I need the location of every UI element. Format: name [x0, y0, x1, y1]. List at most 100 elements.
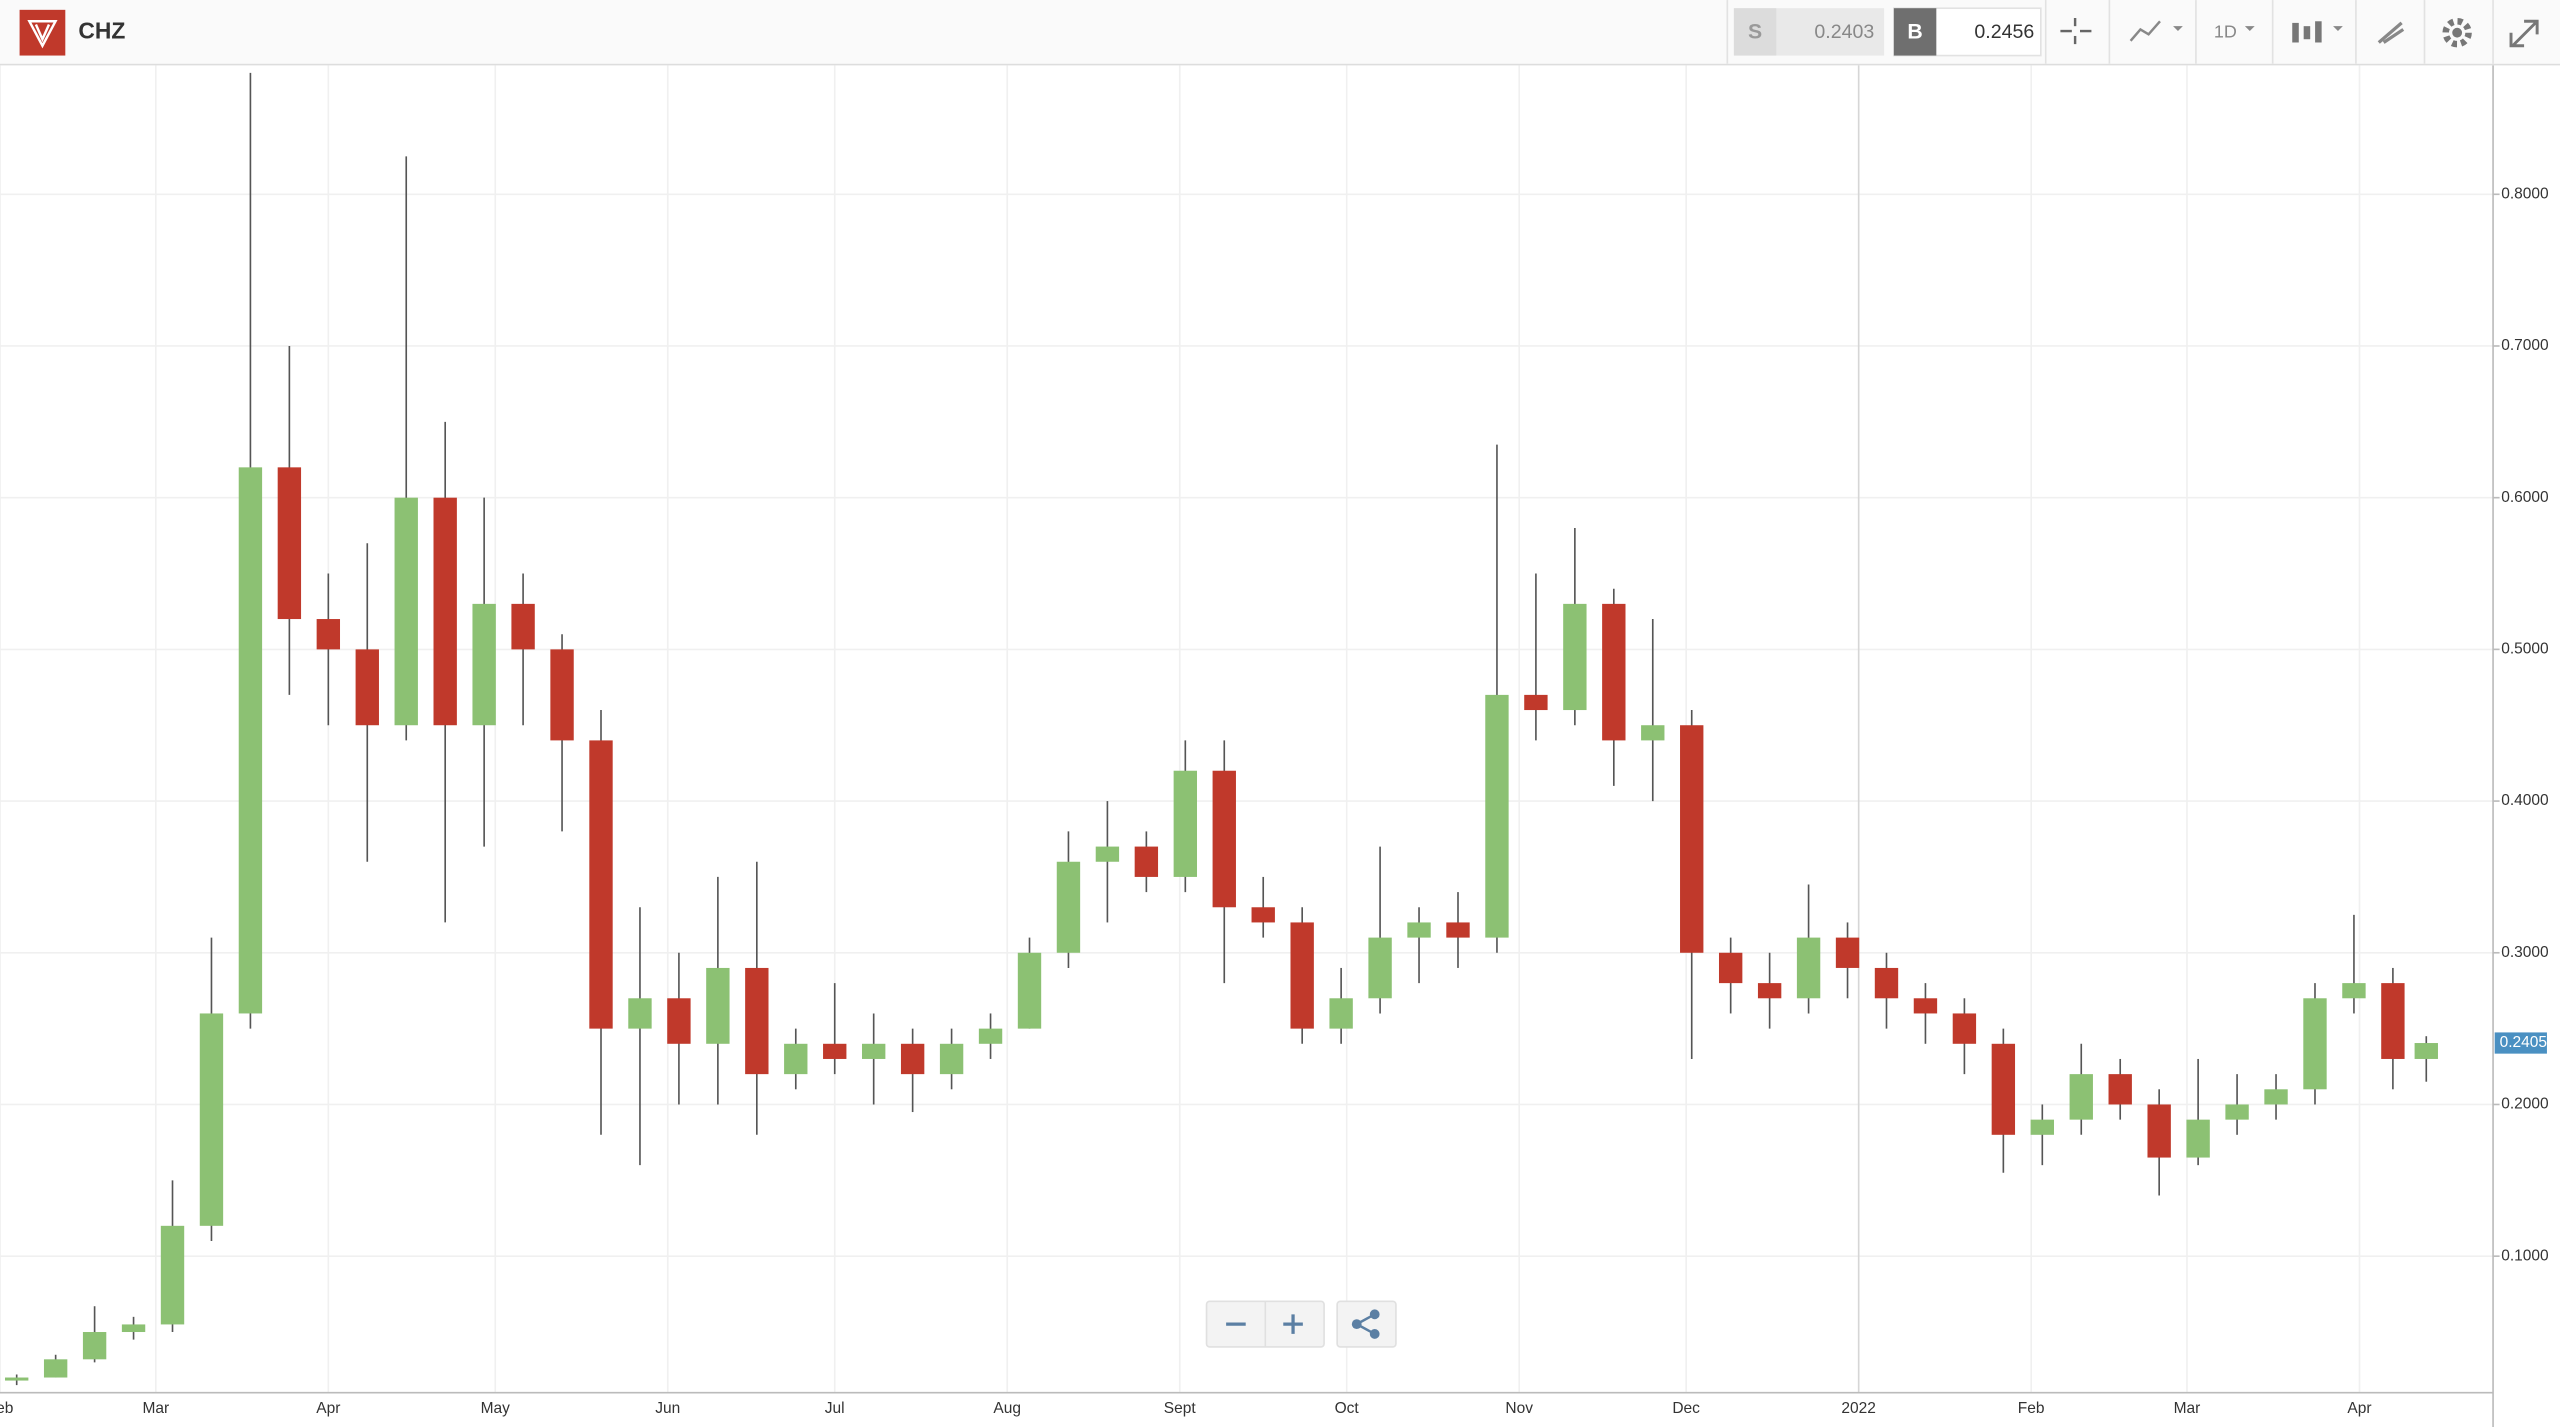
candle-type-icon[interactable]	[2292, 21, 2322, 43]
candle-body	[589, 740, 613, 1029]
indicator-icon[interactable]	[2129, 20, 2161, 42]
candle-body	[121, 1324, 146, 1333]
candle-body	[1485, 694, 1509, 938]
y-tick-label: 0.4000	[2501, 792, 2549, 809]
candle-body	[1368, 937, 1392, 999]
candle-body	[1835, 937, 1860, 968]
candle-body	[1874, 967, 1899, 999]
candle-body	[2225, 1104, 2249, 1120]
x-tick-label: Jun	[655, 1400, 680, 1417]
x-tick-label: Apr	[2347, 1400, 2371, 1417]
candle-body	[550, 649, 574, 741]
candle-body	[1212, 770, 1236, 908]
sell-label: S	[1748, 20, 1762, 43]
x-tick-label: Dec	[1672, 1400, 1700, 1417]
crosshair-icon[interactable]	[2060, 18, 2092, 45]
candle-body	[511, 603, 535, 650]
candle-body	[1718, 952, 1743, 984]
sell-tag	[1733, 8, 1777, 56]
fullscreen-icon[interactable]	[2509, 19, 2539, 48]
y-tick-label: 0.1000	[2501, 1247, 2549, 1264]
last-price-box	[2494, 1032, 2547, 1054]
share-button[interactable]	[1336, 1300, 1397, 1348]
candle-body	[238, 467, 263, 1014]
y-tick-label: 0.7000	[2501, 337, 2549, 354]
buy-price: 0.2456	[1974, 21, 2034, 43]
share-lines	[1356, 1313, 1376, 1335]
candle-body	[2414, 1043, 2438, 1059]
candle-body	[2264, 1089, 2288, 1105]
candle-body	[1680, 725, 1704, 953]
candle-body	[1056, 861, 1081, 953]
candle-body	[1757, 983, 1782, 999]
candle-body	[1095, 846, 1120, 862]
x-tick-label: Mar	[2174, 1400, 2201, 1417]
candle-body	[5, 1377, 29, 1381]
candle-body	[745, 967, 769, 1075]
candle-body	[823, 1043, 847, 1059]
candle-body	[2186, 1119, 2210, 1158]
candle-body	[2069, 1074, 2093, 1120]
x-tick-label: Jul	[825, 1400, 845, 1417]
candle-body	[1017, 952, 1042, 1029]
candle-body	[2303, 998, 2327, 1090]
candle-body	[1134, 846, 1159, 877]
x-tick-label: Oct	[1335, 1400, 1360, 1417]
x-tick-label: Feb	[2018, 1400, 2045, 1417]
y-tick-label: 0.6000	[2501, 489, 2549, 506]
x-tick-label: Sept	[1164, 1400, 1197, 1417]
last-price-label: 0.2405	[2500, 1034, 2547, 1051]
toolbar	[0, 0, 2560, 64]
grid	[0, 65, 2500, 1393]
candle-body	[628, 998, 652, 1029]
candle-body	[2147, 1104, 2171, 1158]
candle-body	[82, 1332, 107, 1360]
buy-label: B	[1907, 20, 1922, 43]
candle-body	[1991, 1043, 2016, 1135]
candle-body	[277, 467, 302, 620]
candle-body	[1290, 922, 1314, 1029]
draw-icon[interactable]	[2377, 21, 2405, 44]
candle-body	[1173, 770, 1198, 877]
candle-body	[1407, 922, 1431, 938]
x-tick-label: Aug	[993, 1400, 1021, 1417]
candle-body	[784, 1043, 808, 1075]
candle-body	[978, 1028, 1003, 1044]
logo-mark	[27, 20, 58, 49]
x-tick-label: Mar	[142, 1400, 169, 1417]
candle-body	[316, 619, 341, 650]
x-tick-label: Nov	[1505, 1400, 1533, 1417]
candle-body	[2381, 983, 2405, 1059]
symbol: CHZ	[78, 18, 125, 44]
candle-body	[43, 1359, 68, 1378]
candle-body	[939, 1043, 964, 1075]
candle-body	[1329, 998, 1353, 1029]
interval[interactable]: 1D	[2214, 21, 2237, 41]
candle-body	[667, 998, 691, 1044]
x-tick-label: Apr	[316, 1400, 340, 1417]
y-tick-label: 0.8000	[2501, 185, 2549, 202]
candle-body	[355, 649, 379, 726]
candle-body	[199, 1013, 224, 1226]
candle-body	[1602, 603, 1626, 741]
buy-tag	[1893, 8, 1937, 56]
candle-body	[433, 497, 457, 726]
settings-hub	[2452, 27, 2463, 38]
candle-body	[861, 1043, 886, 1059]
candle-body	[1952, 1013, 1977, 1044]
candle-body	[900, 1043, 925, 1075]
candle-body	[160, 1225, 185, 1325]
sell-price: 0.2403	[1814, 21, 1874, 43]
settings-icon[interactable]	[2442, 18, 2472, 48]
y-tick-label: 0.2000	[2501, 1096, 2549, 1113]
candle-body	[394, 497, 418, 726]
candle-body	[2342, 983, 2366, 999]
candle-body	[1563, 603, 1587, 711]
candle-body	[1524, 694, 1548, 711]
zoom-in[interactable]	[1283, 1314, 1303, 1334]
x-tick-label: 2022	[1841, 1400, 1875, 1417]
logo	[19, 9, 66, 56]
candle-body	[1641, 725, 1665, 741]
